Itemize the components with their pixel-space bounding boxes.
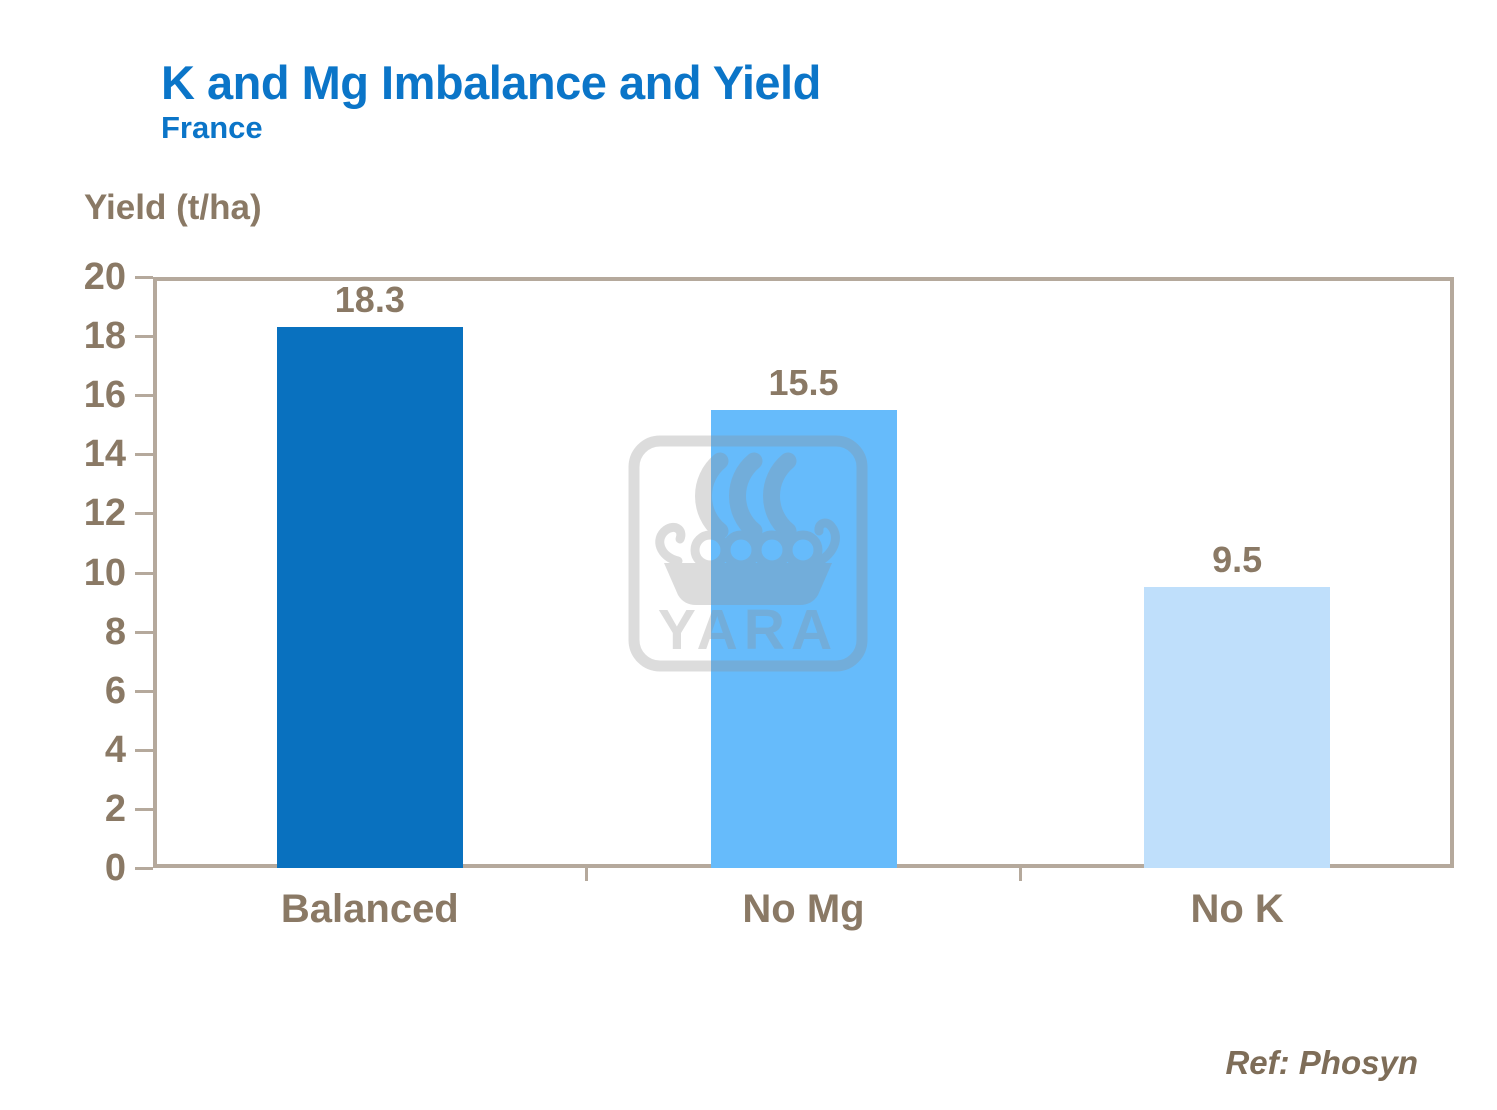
y-axis-tick	[135, 867, 153, 870]
x-axis-tick	[1018, 868, 1022, 881]
reference-text: Ref: Phosyn	[1225, 1044, 1418, 1081]
y-axis-tick-label: 18	[83, 315, 126, 358]
yara-logo-watermark: YARA	[628, 435, 868, 672]
y-axis-tick-label: 14	[83, 433, 126, 476]
bar	[276, 327, 463, 868]
category-label: No Mg	[742, 887, 865, 931]
slide-title: K and Mg Imbalance and Yield	[161, 56, 821, 109]
y-axis-title: Yield (t/ha)	[84, 188, 262, 227]
y-axis-tick	[135, 689, 153, 693]
y-axis-tick	[135, 335, 153, 339]
watermark-frame	[628, 435, 868, 672]
y-axis-tick	[135, 571, 153, 575]
bar-value-label: 15.5	[768, 361, 839, 403]
y-axis-tick-label: 16	[83, 374, 126, 417]
category-label: No K	[1190, 887, 1284, 931]
watermark-wordmark: YARA	[658, 598, 838, 662]
y-axis-tick	[135, 453, 153, 457]
bar-value-label: 18.3	[334, 279, 405, 321]
y-axis-tick	[135, 748, 153, 752]
slide-subtitle: France	[161, 110, 263, 145]
y-axis-tick	[135, 512, 153, 516]
x-axis-tick	[585, 868, 589, 881]
y-axis-tick	[135, 807, 153, 811]
category-label: Balanced	[280, 887, 459, 931]
y-axis-tick-label: 2	[104, 787, 126, 830]
y-axis-tick-label: 4	[104, 728, 126, 771]
bar-value-label: 9.5	[1212, 539, 1263, 581]
y-axis-tick-label: 6	[104, 669, 126, 712]
viking-ship-icon	[655, 452, 840, 605]
y-axis-tick-label: 10	[83, 551, 126, 594]
y-axis-tick-label: 20	[83, 256, 126, 298]
bar	[710, 409, 897, 868]
y-axis-tick-label: 0	[104, 847, 126, 889]
bar	[1144, 587, 1331, 868]
y-axis-tick-label: 12	[83, 492, 126, 535]
y-axis-tick	[135, 630, 153, 634]
y-axis-tick-label: 8	[104, 610, 126, 653]
y-axis-tick	[135, 276, 153, 279]
y-axis-tick	[135, 394, 153, 398]
